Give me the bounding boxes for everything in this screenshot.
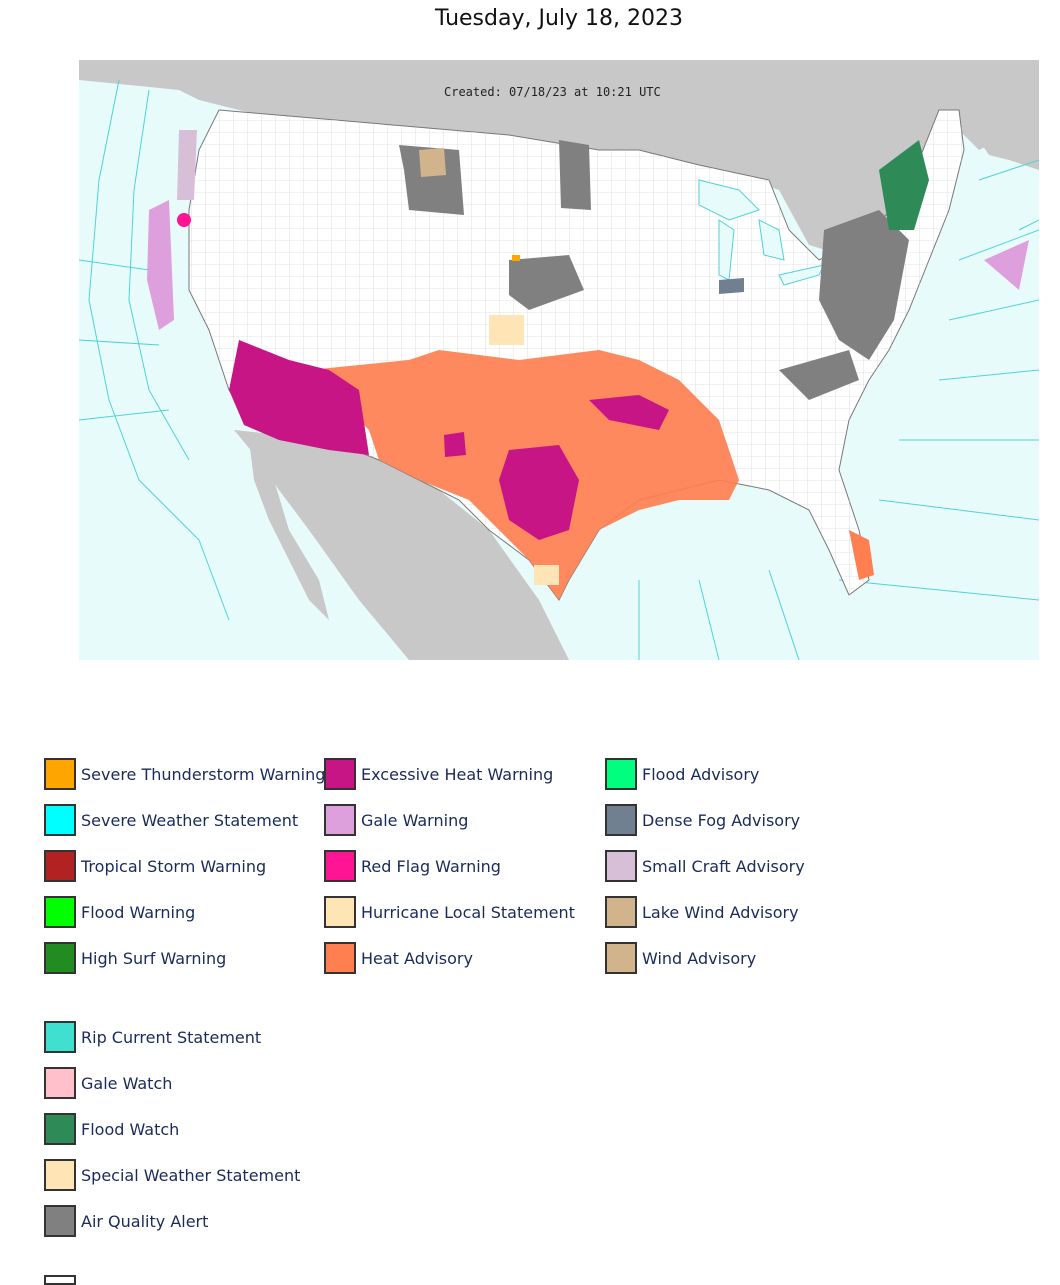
legend-swatch [44,896,76,928]
legend-swatch [44,1067,76,1099]
legend-swatch [324,758,356,790]
lake-erie [778,264,825,286]
legend-item-tropical-storm-warning: Tropical Storm Warning [44,849,266,883]
legend-swatch [44,1113,76,1145]
legend-label: Severe Weather Statement [81,810,299,830]
legend-label: Flood Warning [81,902,196,922]
legend-swatch [44,758,76,790]
legend-item-flood-advisory: Flood Advisory [605,757,759,791]
legend-label: Gale Watch [81,1073,173,1093]
air-quality-dakota [559,140,591,210]
gale-warning-pacific [147,200,174,330]
wind-advisory-montana [419,148,446,177]
us-map-graphic: Created: 07/18/23 at 10:21 UTC [79,60,1039,660]
excessive-heat-southwest [229,340,369,455]
page-title: Tuesday, July 18, 2023 [434,6,683,31]
air-quality-nebraska [509,255,584,310]
legend-item-rip-current-statement: Rip Current Statement [44,1020,261,1054]
legend-label: Dense Fog Advisory [642,810,801,830]
baja-california [249,440,329,620]
legend-item-dense-fog-advisory: Dense Fog Advisory [605,803,800,837]
legend-swatch [324,804,356,836]
legend-item-hurricane-local-statement: Hurricane Local Statement [324,895,575,929]
gale-warning-atlantic [984,240,1029,290]
air-quality-northeast [819,210,909,360]
lake-huron [758,219,785,261]
legend-label: Tropical Storm Warning [81,856,267,876]
legend-label: Gale Warning [361,810,469,830]
legend-item-severe-weather-statement: Severe Weather Statement [44,803,298,837]
legend-swatch [324,850,356,882]
legend-label: Flood Advisory [642,764,760,784]
legend-item-small-craft-advisory: Small Craft Advisory [605,849,805,883]
legend-label: Red Flag Warning [361,856,501,876]
legend-item-gale-watch: Gale Watch [44,1066,172,1100]
legend-label: Air Quality Alert [81,1211,209,1231]
legend-item-severe-thunderstorm-warning: Severe Thunderstorm Warning [44,757,325,791]
excessive-heat-texas [499,445,579,540]
severe-thunderstorm [512,255,520,261]
legend-swatch [605,942,637,974]
legend-item-lake-wind-advisory: Lake Wind Advisory [605,895,799,929]
legend-label: Rip Current Statement [81,1027,262,1047]
legend-swatch [605,758,637,790]
heat-advisory-florida [849,530,874,580]
legend-item-gale-warning: Gale Warning [324,803,468,837]
legend-label: Hurricane Local Statement [361,902,575,922]
red-flag-oregon [177,213,191,227]
legend-swatch [605,804,637,836]
legend-swatch [605,850,637,882]
created-timestamp: Created: 07/18/23 at 10:21 UTC [444,85,661,99]
excessive-heat-nm [444,432,466,457]
legend-label: Heat Advisory [361,948,473,968]
lake-superior [698,179,760,221]
legend-swatch [44,804,76,836]
legend-swatch [324,942,356,974]
legend-label: Lake Wind Advisory [642,902,799,922]
legend-label: Wind Advisory [642,948,757,968]
legend-swatch [605,896,637,928]
legend-swatch [44,1159,76,1191]
legend-swatch [44,850,76,882]
legend-label: High Surf Warning [81,948,227,968]
legend-item-wind-advisory: Wind Advisory [605,941,756,975]
special-weather-kansas [489,315,524,345]
legend-swatch [44,942,76,974]
special-weather-texas [534,565,559,585]
legend-label: Excessive Heat Warning [361,764,554,784]
legend-swatch [324,896,356,928]
mexico-land [234,430,569,660]
canada-maritimes [979,100,1039,170]
legend-label: Special Weather Statement [81,1165,301,1185]
legend-swatch-partial [44,1275,76,1285]
weather-alert-map: Created: 07/18/23 at 10:21 UTC [79,60,1039,660]
legend-item-flood-watch: Flood Watch [44,1112,179,1146]
canada-land [79,60,1039,260]
legend-swatch [44,1021,76,1053]
legend-label: Severe Thunderstorm Warning [81,764,326,784]
legend-label: Flood Watch [81,1119,180,1139]
alert-areas [147,130,1029,600]
air-quality-virginia [779,350,859,400]
flood-watch-new-england [879,140,929,230]
excessive-heat-arkansas [589,395,669,430]
legend-item-special-weather-statement: Special Weather Statement [44,1158,300,1192]
legend-swatch [44,1205,76,1237]
legend-item-air-quality-alert: Air Quality Alert [44,1204,208,1238]
legend-item-red-flag-warning: Red Flag Warning [324,849,501,883]
air-quality-montana [399,145,464,215]
legend-item-flood-warning: Flood Warning [44,895,195,929]
legend-item-heat-advisory: Heat Advisory [324,941,473,975]
marine-zones [79,79,1039,660]
legend-item-high-surf-warning: High Surf Warning [44,941,226,975]
dense-fog-indiana [719,278,744,294]
legend-item-excessive-heat-warning: Excessive Heat Warning [324,757,553,791]
legend-label: Small Craft Advisory [642,856,805,876]
small-craft-advisory-pacific [177,130,197,200]
